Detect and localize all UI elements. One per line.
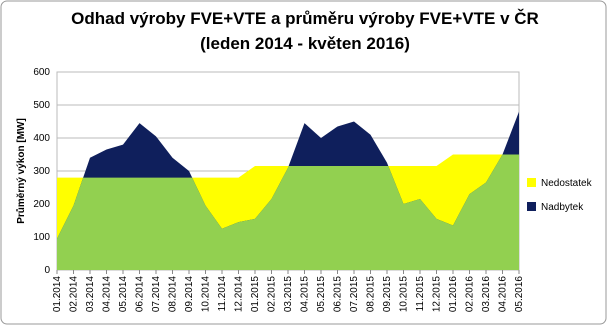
chart-subtitle: (leden 2014 - květen 2016) (200, 34, 410, 53)
legend-swatch (527, 202, 536, 211)
y-tick-label: 0 (44, 265, 50, 276)
y-tick-label: 300 (33, 166, 50, 177)
x-tick-label: 08.2015 (366, 276, 377, 313)
x-tick-label: 03.2015 (283, 276, 294, 313)
x-tick-label: 03.2016 (481, 276, 492, 313)
x-tick-label: 05.2015 (316, 276, 327, 313)
y-axis-label: Průměrný výkon [MW] (15, 118, 27, 224)
x-tick-label: 09.2014 (184, 276, 195, 313)
x-tick-label: 12.2015 (432, 276, 443, 313)
x-tick-label: 04.2015 (300, 276, 311, 313)
x-tick-label: 07.2015 (349, 276, 360, 313)
x-tick-label: 11.2014 (217, 276, 228, 312)
x-tick-label: 09.2015 (382, 276, 393, 313)
x-tick-label: 04.2016 (498, 276, 509, 313)
x-tick-label: 10.2015 (399, 276, 410, 313)
legend-label: Nadbytek (541, 202, 584, 213)
x-tick-label: 07.2014 (151, 276, 162, 313)
x-tick-label: 01.2014 (52, 276, 63, 313)
production-area (57, 154, 519, 270)
y-tick-label: 100 (33, 232, 50, 243)
x-tick-label: 05.2016 (514, 276, 525, 313)
legend-swatch (527, 178, 536, 187)
x-tick-label: 11.2015 (415, 276, 426, 312)
x-tick-label: 04.2014 (102, 276, 113, 313)
x-tick-label: 02.2014 (69, 276, 80, 313)
x-tick-label: 05.2014 (118, 276, 129, 313)
y-tick-label: 600 (33, 67, 50, 78)
x-tick-label: 12.2014 (234, 276, 245, 313)
chart-title: Odhad výroby FVE+VTE a průměru výroby FV… (71, 9, 539, 28)
legend-label: Nedostatek (541, 178, 593, 189)
x-tick-label: 01.2015 (250, 276, 261, 313)
x-tick-label: 02.2016 (465, 276, 476, 313)
x-tick-label: 01.2016 (448, 276, 459, 313)
x-tick-label: 10.2014 (201, 276, 212, 313)
y-tick-label: 200 (33, 199, 50, 210)
x-tick-label: 06.2015 (333, 276, 344, 313)
x-tick-label: 08.2014 (168, 276, 179, 313)
x-tick-label: 03.2014 (85, 276, 96, 313)
x-tick-label: 06.2014 (135, 276, 146, 313)
x-tick-label: 02.2015 (267, 276, 278, 313)
y-tick-label: 500 (33, 100, 50, 111)
y-tick-label: 400 (33, 133, 50, 144)
